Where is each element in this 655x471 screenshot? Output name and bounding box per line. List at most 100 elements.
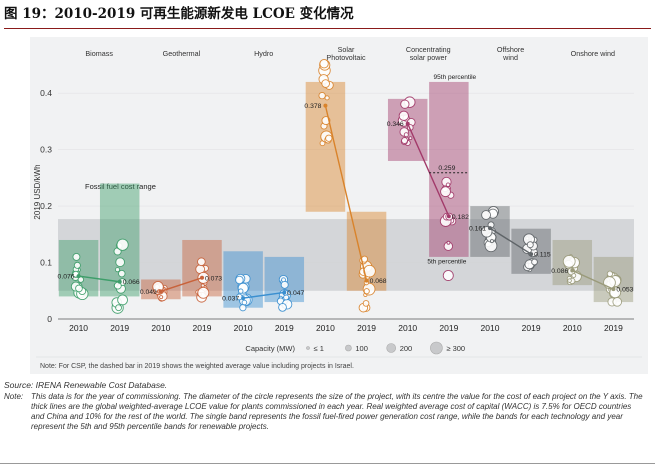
project-bubble <box>73 261 81 269</box>
project-bubble <box>197 257 206 267</box>
tech-name-label: Hydro <box>254 49 273 58</box>
project-bubble <box>200 283 205 288</box>
year-label: 2010 <box>563 323 582 333</box>
weighted-average-line <box>324 105 368 281</box>
project-bubble <box>526 241 534 249</box>
note-label: Note: <box>4 392 24 401</box>
capacity-legend-bubble <box>306 346 310 350</box>
project-bubble <box>408 136 413 141</box>
year-label: 2010 <box>481 323 500 333</box>
panel-note: Note: For CSP, the dashed bar in 2019 sh… <box>40 363 354 370</box>
project-bubble <box>403 132 409 138</box>
project-bubble <box>238 288 244 294</box>
tech-name-label: Biomass <box>85 49 113 58</box>
project-bubble <box>446 240 451 245</box>
percentile-band <box>305 81 346 212</box>
project-bubble <box>241 299 248 306</box>
weighted-average-line <box>407 123 450 217</box>
footer-rule <box>0 463 655 464</box>
project-bubble <box>115 257 125 268</box>
weighted-average-point <box>488 226 492 231</box>
weighted-average-point <box>570 268 575 273</box>
project-bubble <box>362 300 370 307</box>
year-label: 2019 <box>357 323 376 333</box>
data-label: 0.086 <box>551 268 568 275</box>
weighted-average-point <box>446 214 451 219</box>
weighted-average-line <box>243 291 285 299</box>
y-tick-label: 0.2 <box>40 201 52 211</box>
project-bubble <box>318 91 326 100</box>
data-label: 0.378 <box>304 103 321 110</box>
note-block: Note: This data is for the year of commi… <box>4 392 644 432</box>
tech-name-label: Solar <box>338 45 355 54</box>
data-label: 0.066 <box>123 279 140 286</box>
fossil-fuel-label: Fossil fuel cost range <box>85 182 156 191</box>
chart-panel: 2019 USD/kWh 0 0.1 0.2 0.3 0.4 Fossil fuel cos… <box>30 37 648 374</box>
data-label: 0.068 <box>370 278 387 285</box>
weighted-average-point <box>611 287 616 292</box>
year-label: 2010 <box>69 323 88 333</box>
year-label: 2010 <box>316 323 335 333</box>
weighted-average-point <box>76 274 81 279</box>
source-line: Source: IRENA Renewable Cost Database. <box>4 380 168 390</box>
weighted-average-line <box>78 275 120 283</box>
y-tick-label: 0.3 <box>40 145 52 155</box>
project-bubble <box>280 280 289 289</box>
project-bubble <box>531 258 538 266</box>
data-label: 0.053 <box>616 287 633 294</box>
data-label: 0.049 <box>140 289 157 296</box>
weighted-average-point <box>323 103 328 108</box>
project-bubble <box>398 110 409 121</box>
weighted-average-point <box>282 290 287 295</box>
weighted-average-point <box>405 121 410 126</box>
project-bubble <box>159 295 164 300</box>
data-label: 0.161 <box>469 226 486 233</box>
year-label: 2010 <box>151 323 170 333</box>
project-bubble <box>400 99 410 109</box>
project-bubble <box>319 58 329 69</box>
weighted-average-point <box>117 279 122 284</box>
data-label: 0.115 <box>534 252 551 259</box>
year-label: 2019 <box>193 323 212 333</box>
project-bubble <box>401 137 408 144</box>
y-tick-label: 0 <box>47 314 52 324</box>
year-label: 2019 <box>604 323 623 333</box>
capacity-legend-title: Capacity (MW) <box>245 344 295 353</box>
project-bubble <box>612 297 623 307</box>
fossil-fuel-band <box>58 219 634 291</box>
project-bubble <box>562 254 576 268</box>
project-bubble <box>571 273 577 278</box>
percentile-label: 5th percentile <box>427 259 466 266</box>
tech-name-label: solar power <box>410 53 448 62</box>
data-label: 0.346 <box>387 121 404 128</box>
weighted-average-point <box>241 296 246 301</box>
project-bubble <box>281 277 286 283</box>
data-label: 0.037 <box>222 296 239 303</box>
project-bubble <box>72 252 81 261</box>
y-tick-label: 0.1 <box>40 258 52 268</box>
capacity-legend-label: ≥ 300 <box>446 344 465 353</box>
data-label: 0.073 <box>205 275 222 282</box>
data-label: 0.047 <box>287 290 304 297</box>
tech-name-label: Onshore wind <box>571 49 615 58</box>
weighted-average-point <box>200 275 204 280</box>
project-bubble <box>321 79 330 88</box>
project-bubble <box>117 294 128 306</box>
capacity-legend-bubble <box>430 341 443 355</box>
capacity-legend-label: 100 <box>355 344 368 353</box>
tech-name-label: Photovoltaic <box>326 53 366 62</box>
tech-name-label: Geothermal <box>163 49 201 58</box>
project-bubble <box>278 302 287 312</box>
capacity-legend-label: 200 <box>400 344 413 353</box>
project-bubble <box>239 304 247 312</box>
note-text: This data is for the year of commissioni… <box>31 392 643 431</box>
percentile-label: 95th percentile <box>434 74 477 81</box>
figure-title: 图 19：2010-2019 可再生能源新发电 LCOE 变化情况 <box>4 2 651 29</box>
project-bubble <box>606 270 614 277</box>
project-bubble <box>115 304 122 312</box>
year-label: 2010 <box>234 323 253 333</box>
weighted-average-point <box>364 278 369 283</box>
capacity-legend-bubble <box>386 343 397 353</box>
project-bubble <box>325 134 333 142</box>
project-bubble <box>235 275 244 285</box>
